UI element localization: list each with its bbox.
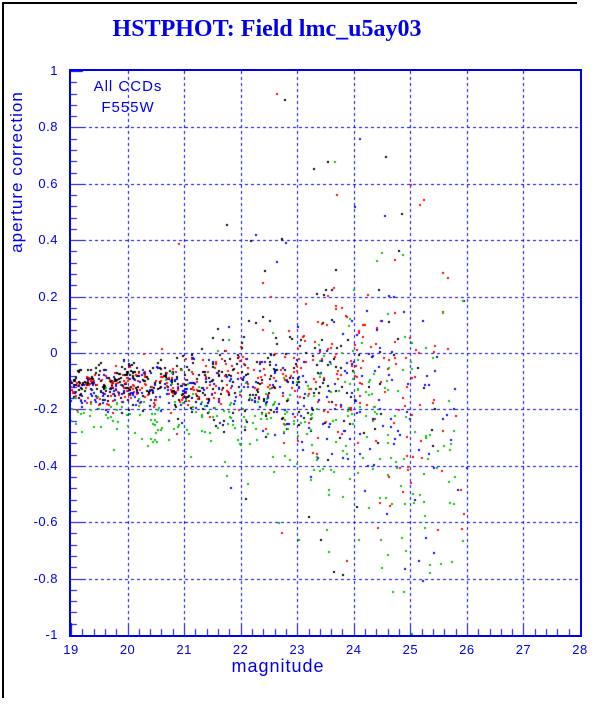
y-tick-label: -0.4 xyxy=(33,457,58,473)
figure-border-top xyxy=(2,2,577,4)
x-tick-label: 20 xyxy=(119,642,136,657)
x-tick-label: 23 xyxy=(289,642,305,657)
y-tick-label: -0.6 xyxy=(33,514,58,530)
y-tick-label: -1 xyxy=(45,627,58,642)
figure-border-left xyxy=(2,2,4,698)
x-tick-label: 25 xyxy=(402,642,419,657)
x-tick-label: 28 xyxy=(572,642,588,657)
x-tick-label: 22 xyxy=(232,642,249,657)
legend-ccds-label: All CCDs xyxy=(93,78,163,95)
y-axis-title: aperture correction xyxy=(7,91,26,253)
x-tick-label: 21 xyxy=(176,642,192,657)
y-tick-label: -0.8 xyxy=(33,570,58,586)
x-tick-label: 27 xyxy=(515,642,532,657)
y-tick-label: 0.4 xyxy=(38,232,58,248)
x-axis-title: magnitude xyxy=(231,656,325,676)
y-tick-label: -0.2 xyxy=(33,401,58,417)
chart-title: HSTPHOT: Field lmc_u5ay03 xyxy=(112,16,422,42)
y-tick-label: 0 xyxy=(50,345,58,360)
x-tick-label: 24 xyxy=(346,642,362,657)
y-tick-label: 0.2 xyxy=(38,288,58,304)
plot-area xyxy=(69,69,582,637)
y-tick-label: 0.6 xyxy=(38,175,58,191)
legend-filter-label: F555W xyxy=(101,99,155,116)
x-tick-label: 19 xyxy=(63,642,79,657)
scatter-canvas xyxy=(71,71,580,635)
y-tick-label: 1 xyxy=(50,63,58,78)
x-tick-label: 26 xyxy=(459,642,475,657)
y-tick-label: 0.8 xyxy=(38,119,58,135)
